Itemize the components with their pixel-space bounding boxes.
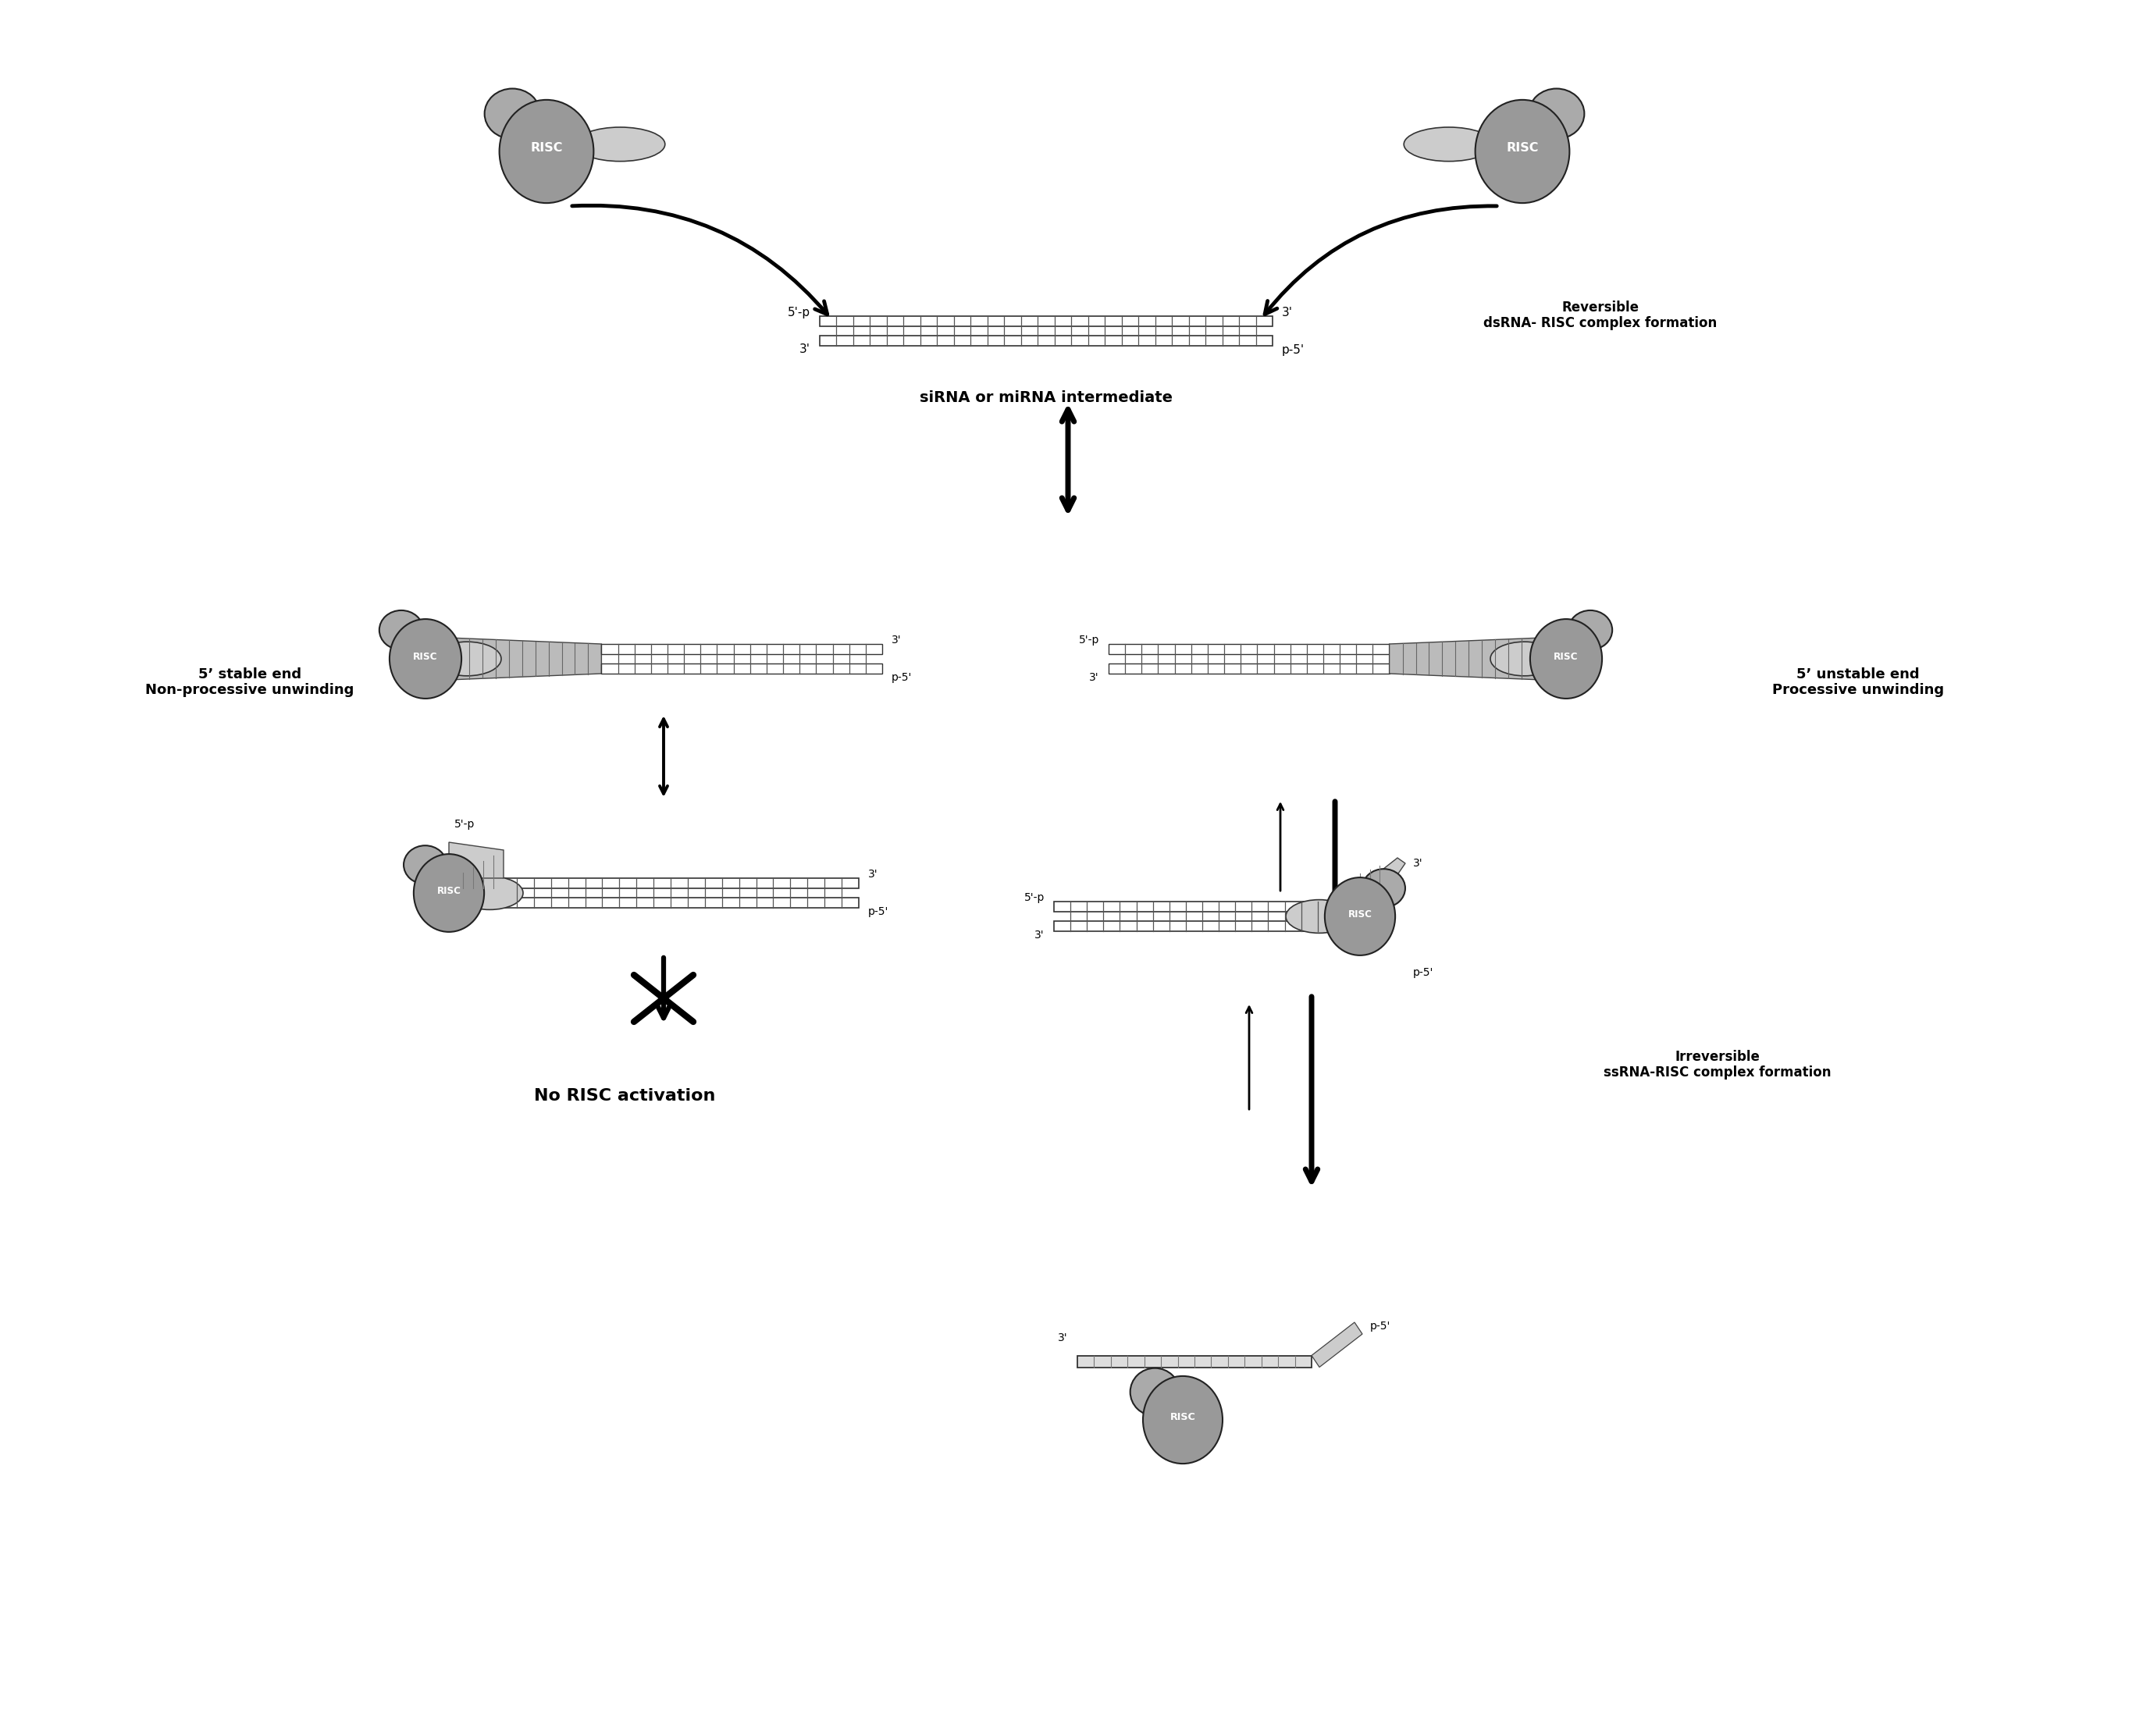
Polygon shape — [1388, 637, 1561, 681]
Polygon shape — [1312, 1323, 1363, 1368]
Polygon shape — [449, 842, 504, 889]
Text: p-5': p-5' — [1369, 1321, 1391, 1332]
Text: 3': 3' — [867, 868, 878, 880]
Ellipse shape — [1130, 1368, 1179, 1417]
Ellipse shape — [389, 620, 461, 698]
Bar — [820, 335, 1273, 345]
Text: 3': 3' — [1034, 930, 1045, 941]
Ellipse shape — [1324, 877, 1395, 955]
Ellipse shape — [1286, 899, 1352, 932]
Text: RISC: RISC — [1553, 651, 1579, 661]
Ellipse shape — [500, 99, 594, 203]
Text: RISC: RISC — [530, 142, 562, 155]
Text: 5'-p: 5'-p — [399, 635, 421, 646]
Bar — [1109, 644, 1388, 654]
Ellipse shape — [404, 845, 446, 884]
Text: 3': 3' — [1057, 1333, 1068, 1344]
Text: 3': 3' — [799, 344, 810, 356]
Polygon shape — [1346, 858, 1405, 930]
Ellipse shape — [485, 89, 540, 139]
Bar — [1053, 901, 1350, 911]
Bar — [500, 878, 859, 889]
Bar — [500, 898, 859, 908]
Text: 5'-p: 5'-p — [1023, 892, 1045, 903]
Text: Irreversible
ssRNA-RISC complex formation: Irreversible ssRNA-RISC complex formatio… — [1604, 1050, 1831, 1080]
Text: 3': 3' — [1414, 858, 1423, 868]
Text: RISC: RISC — [1171, 1413, 1196, 1422]
Text: p-5': p-5' — [891, 672, 912, 682]
Polygon shape — [429, 637, 602, 681]
Text: 5’ unstable end
Processive unwinding: 5’ unstable end Processive unwinding — [1773, 667, 1944, 698]
Ellipse shape — [414, 854, 485, 932]
Bar — [1109, 663, 1388, 674]
Bar — [602, 644, 882, 654]
Text: p-5': p-5' — [867, 906, 889, 917]
Ellipse shape — [380, 611, 423, 649]
Ellipse shape — [1529, 89, 1585, 139]
Ellipse shape — [1476, 99, 1570, 203]
Text: 3': 3' — [1089, 672, 1100, 682]
Text: RISC: RISC — [1348, 910, 1371, 920]
Text: 3': 3' — [1570, 635, 1581, 646]
Ellipse shape — [1363, 870, 1405, 908]
Ellipse shape — [1403, 127, 1493, 161]
Text: No RISC activation: No RISC activation — [534, 1088, 716, 1104]
Bar — [820, 316, 1273, 326]
Text: 5’ stable end
Non-processive unwinding: 5’ stable end Non-processive unwinding — [145, 667, 355, 698]
Text: RISC: RISC — [412, 651, 438, 661]
Text: Reversible
dsRNA- RISC complex formation: Reversible dsRNA- RISC complex formation — [1485, 300, 1717, 330]
Ellipse shape — [1143, 1377, 1222, 1463]
Bar — [1077, 1356, 1312, 1368]
Ellipse shape — [575, 127, 664, 161]
Text: RISC: RISC — [438, 885, 461, 896]
Text: 5'-p: 5'-p — [788, 306, 810, 318]
Ellipse shape — [1568, 611, 1613, 649]
Text: 3': 3' — [891, 635, 901, 646]
Text: RISC: RISC — [1506, 142, 1538, 155]
Ellipse shape — [434, 642, 502, 675]
Text: 5'-p: 5'-p — [455, 819, 474, 830]
Ellipse shape — [1491, 642, 1559, 675]
Ellipse shape — [457, 877, 523, 910]
Bar — [602, 663, 882, 674]
Text: siRNA or miRNA intermediate: siRNA or miRNA intermediate — [921, 391, 1173, 404]
Text: p-5': p-5' — [1414, 967, 1433, 977]
Text: p-5': p-5' — [1282, 344, 1305, 356]
Text: 3': 3' — [1282, 306, 1292, 318]
Text: 5'-p: 5'-p — [1079, 635, 1100, 646]
Ellipse shape — [1529, 620, 1602, 698]
Bar — [1053, 922, 1350, 930]
